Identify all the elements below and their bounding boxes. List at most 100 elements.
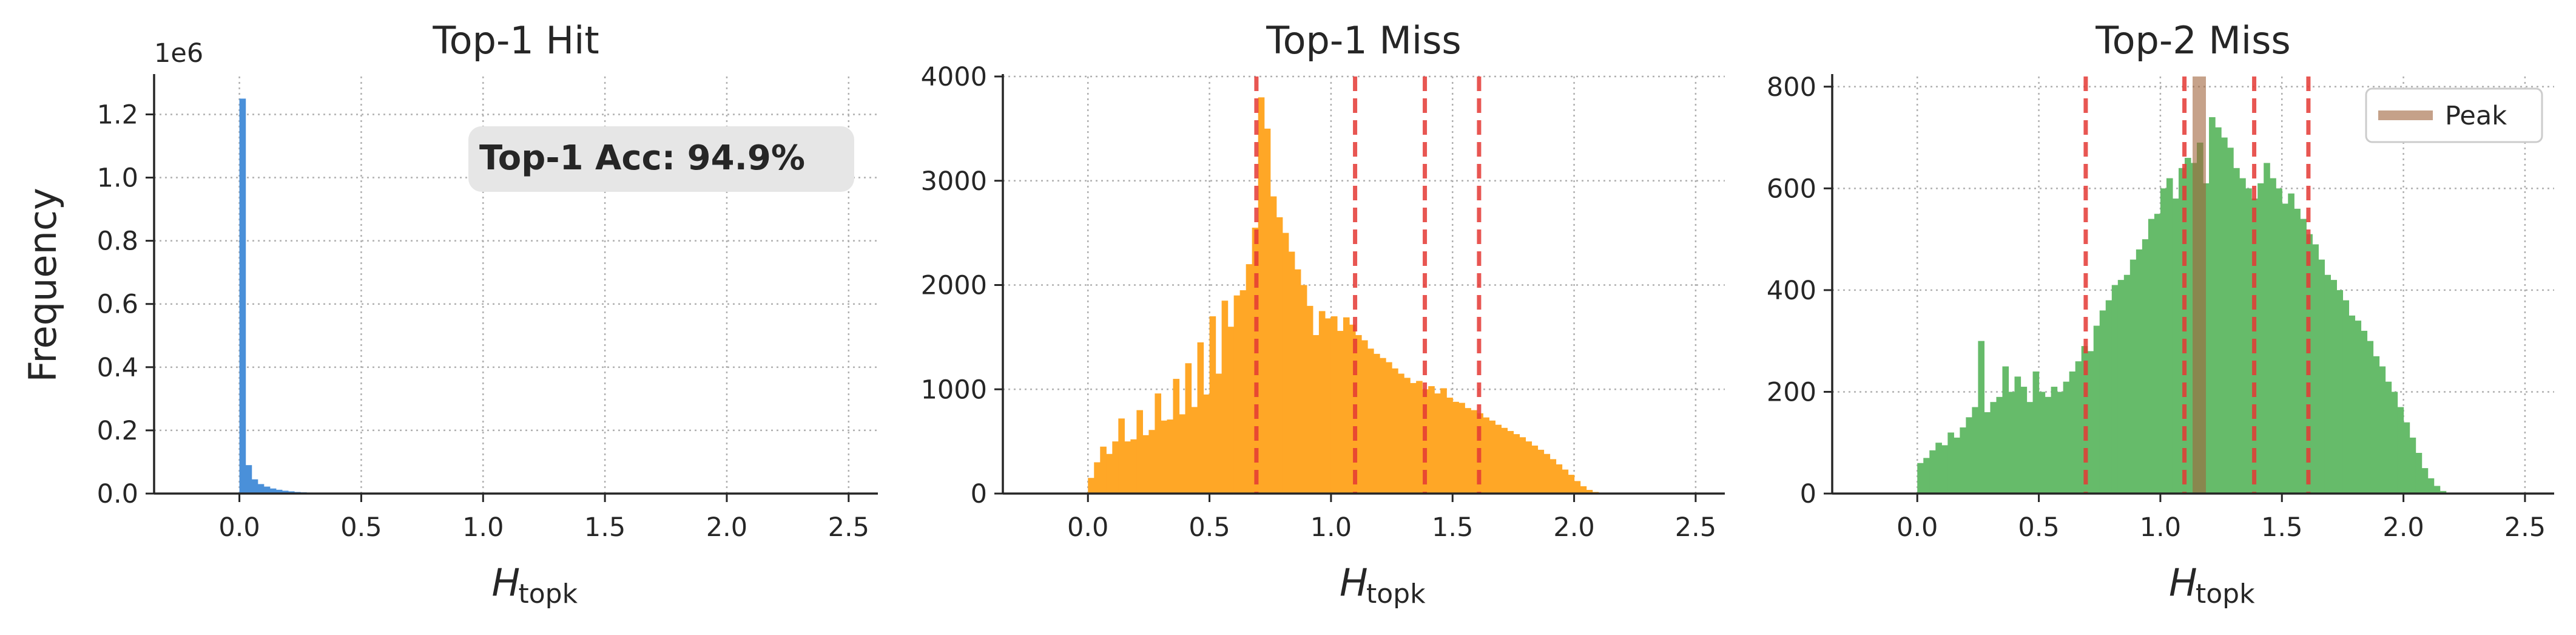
histogram-bar — [1374, 353, 1380, 494]
histogram-bar — [1136, 410, 1143, 494]
histogram-bar — [2433, 486, 2441, 494]
x-tick-label: 2.5 — [1675, 512, 1716, 543]
histogram-bar — [1191, 407, 1198, 494]
histogram-bar — [2324, 274, 2331, 494]
histogram-bar — [1173, 379, 1180, 494]
histogram-bar — [2057, 392, 2064, 494]
histogram-bar — [1209, 316, 1216, 494]
histogram-bar — [1513, 434, 1520, 494]
histogram-bar — [269, 488, 277, 494]
x-tick-label: 0.5 — [340, 512, 382, 543]
histogram-bar — [2075, 361, 2082, 494]
histogram-bar — [245, 465, 252, 494]
histogram-bar — [2294, 208, 2301, 494]
histogram-bar — [2215, 127, 2222, 494]
histogram-bar — [2439, 491, 2447, 494]
histogram-bar — [1355, 334, 1362, 494]
histogram-bar — [2361, 330, 2368, 494]
histogram-bar — [2014, 376, 2021, 494]
histogram-bar — [2051, 387, 2058, 494]
histogram-bar — [2148, 219, 2155, 494]
histogram-bar — [1343, 317, 1350, 494]
histogram-bar — [2069, 371, 2076, 494]
histogram-bar — [1088, 478, 1094, 494]
x-tick-label: 2.5 — [2504, 512, 2546, 543]
histogram-bar — [1398, 373, 1404, 494]
histogram-bar — [1428, 386, 1435, 494]
histogram-bar — [1954, 437, 1960, 494]
histogram-bar — [2397, 407, 2404, 494]
histogram-bar — [1525, 441, 1532, 494]
histogram-bar — [239, 98, 246, 494]
histogram-bar — [2330, 280, 2337, 494]
histogram-bar — [2421, 468, 2429, 494]
histogram-bar — [1586, 489, 1593, 494]
y-tick-label: 800 — [1767, 72, 1816, 103]
histogram-bar — [1282, 233, 1289, 494]
histogram-bar — [1416, 381, 1423, 494]
histogram-bar — [1318, 311, 1326, 494]
histogram-bar — [1549, 459, 1557, 494]
histogram-bar — [1537, 449, 1545, 494]
histogram-bar — [2093, 325, 2100, 494]
histogram-bar — [2221, 137, 2228, 494]
histogram-bar — [2257, 183, 2264, 494]
histogram-bar — [2099, 310, 2106, 494]
histogram-bar — [1233, 295, 1241, 494]
histogram-bar — [1300, 285, 1307, 494]
histogram-bar — [1215, 373, 1222, 494]
histogram-bar — [1440, 388, 1447, 494]
histogram-bar — [1966, 417, 1972, 494]
histogram-bar — [2355, 321, 2362, 494]
histogram-bar — [2373, 356, 2380, 494]
histogram-bar — [2312, 244, 2319, 494]
histogram-bar — [2081, 346, 2088, 494]
y-tick-label: 0.2 — [97, 416, 138, 446]
histogram-bar — [1148, 430, 1156, 494]
y-tick-label: 1.2 — [97, 100, 138, 130]
histogram-bar — [2154, 214, 2161, 494]
histogram-bar — [2264, 163, 2270, 494]
histogram-bar — [282, 491, 289, 494]
histogram-bar — [1246, 264, 1253, 494]
x-tick-label: 1.0 — [2140, 512, 2181, 543]
y-tick-label: 4000 — [921, 62, 987, 92]
histogram-bar — [1947, 432, 1954, 494]
histogram-bar — [1574, 481, 1581, 494]
histogram-bar — [1972, 407, 1979, 494]
histogram-bar — [1203, 394, 1210, 494]
histogram-bar — [1923, 458, 1930, 494]
histogram-bar — [1404, 378, 1411, 494]
x-tick-label: 1.0 — [462, 512, 504, 543]
histogram-bar — [1392, 368, 1398, 494]
y-tick-label: 0.4 — [97, 353, 138, 383]
y-tick-label: 0 — [1800, 479, 1816, 509]
histogram-bar — [1367, 348, 1374, 494]
histogram-bar — [1294, 269, 1301, 494]
x-tick-label: 0.0 — [218, 512, 260, 543]
x-tick-label: 2.0 — [706, 512, 747, 543]
histogram-bar — [2288, 193, 2294, 494]
histogram-bar — [2276, 188, 2282, 494]
x-tick-label: 1.5 — [1432, 512, 1473, 543]
histogram-bar — [1349, 324, 1356, 494]
histogram-bar — [1197, 342, 1204, 494]
peak-line — [2193, 76, 2207, 494]
histogram-bar — [1996, 396, 2003, 494]
histogram-bar — [2209, 117, 2216, 494]
histogram-bar — [1917, 463, 1924, 494]
histogram-bar — [1929, 450, 1936, 494]
histogram-bar — [1380, 358, 1386, 494]
histogram-bar — [1227, 327, 1235, 494]
panel-title: Top-1 Miss — [1266, 18, 1461, 63]
histogram-bar — [2342, 300, 2350, 494]
histogram-bar — [1935, 443, 1942, 494]
histogram-bar — [2045, 396, 2052, 494]
y-tick-label: 0 — [971, 479, 987, 509]
histogram-bar — [1489, 420, 1495, 494]
x-axis-label-subscript: topk — [1366, 579, 1426, 610]
x-tick-label: 2.0 — [1553, 512, 1594, 543]
histogram-bar — [1276, 217, 1283, 494]
histogram-bar — [275, 489, 283, 494]
histogram-bar — [2117, 280, 2125, 494]
